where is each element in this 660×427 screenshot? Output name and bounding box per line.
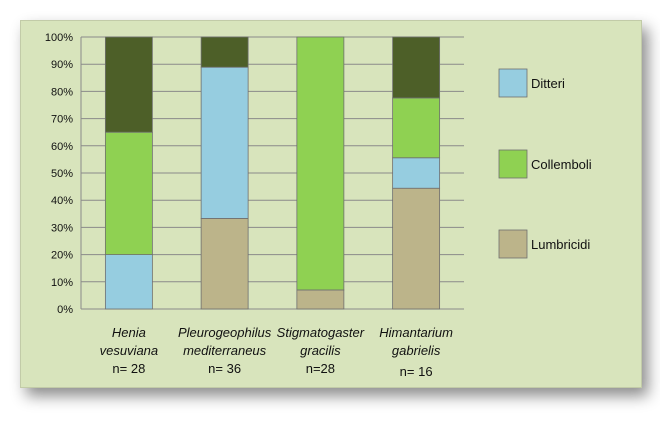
category-label: vesuviana [100, 343, 159, 358]
y-tick-label: 80% [51, 86, 73, 98]
category-label: mediterraneus [183, 343, 267, 358]
bar-segment [392, 36, 441, 99]
category-label: gabrielis [392, 343, 441, 358]
category-label: Stigmatogaster [277, 325, 365, 340]
legend-label: Collemboli [531, 157, 592, 172]
bar-segment [296, 36, 345, 291]
category-label: Pleurogeophilus [178, 325, 272, 340]
bar-segment [200, 218, 249, 310]
legend-swatch [498, 149, 528, 179]
legend-swatch [498, 229, 528, 259]
sample-size-label: n= 28 [112, 361, 145, 376]
bar-segment [392, 187, 441, 310]
bar-segment [104, 36, 153, 133]
y-tick-label: 20% [51, 250, 73, 262]
bar-segment [392, 157, 441, 189]
bar-segment [296, 289, 345, 310]
bar-segment [200, 66, 249, 219]
y-tick-label: 30% [51, 222, 73, 234]
sample-size-label: n= 16 [400, 364, 433, 379]
category-label: Himantarium [379, 325, 453, 340]
y-tick-label: 10% [51, 277, 73, 289]
stacked-bar-chart: 0% 10% 20% 30% 40% 50% 60% 70% 80% 90% 100% Henia ve… [21, 21, 641, 387]
chart-frame: 0% 10% 20% 30% 40% 50% 60% 70% 80% 90% 100% Henia ve… [20, 20, 642, 388]
category-label: gracilis [300, 343, 341, 358]
category-label: Henia [112, 325, 146, 340]
y-tick-label: 100% [45, 32, 73, 44]
bar-segment [200, 36, 249, 68]
y-tick-label: 50% [51, 168, 73, 180]
bar-segment [104, 254, 153, 310]
y-tick-label: 0% [57, 304, 73, 316]
y-tick-label: 70% [51, 114, 73, 126]
sample-size-label: n=28 [306, 361, 335, 376]
legend-swatch [498, 68, 528, 98]
legend-label: Ditteri [531, 76, 565, 91]
bar-segment [392, 97, 441, 159]
y-tick-label: 40% [51, 195, 73, 207]
y-tick-label: 60% [51, 141, 73, 153]
y-tick-label: 90% [51, 59, 73, 71]
sample-size-label: n= 36 [208, 361, 241, 376]
legend-label: Lumbricidi [531, 237, 590, 252]
bar-segment [104, 131, 153, 255]
